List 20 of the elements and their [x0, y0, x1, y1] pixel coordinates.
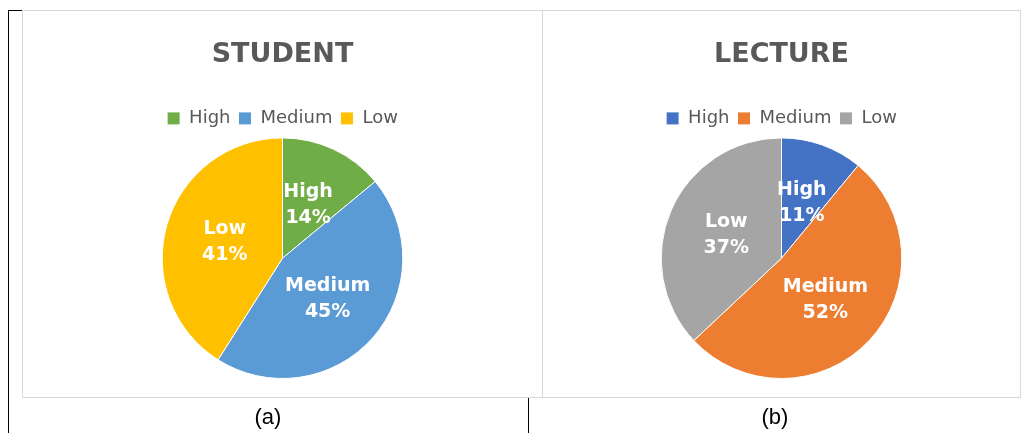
- data-label: 52%: [802, 300, 849, 323]
- chart-title: LECTURE: [713, 37, 850, 69]
- chart-title: STUDENT: [211, 37, 354, 69]
- legend-label: High: [688, 106, 730, 128]
- legend-label: Low: [362, 106, 398, 128]
- slice-label: Medium: [285, 272, 371, 295]
- slice-label: Low: [203, 216, 247, 239]
- legend-label: Medium: [759, 106, 832, 128]
- data-label: 45%: [304, 298, 351, 321]
- text: (a): [253, 404, 283, 430]
- legend-label: Low: [861, 106, 897, 128]
- data-label: 14%: [285, 204, 331, 227]
- data-label: 37%: [703, 235, 750, 258]
- slice-label: Low: [704, 209, 748, 232]
- text: (b): [760, 404, 790, 430]
- legend-label: Medium: [260, 106, 333, 128]
- legend-label: High: [189, 106, 231, 128]
- data-label: 41%: [202, 242, 248, 265]
- slice-label: High: [283, 178, 333, 201]
- slice-label: Medium: [782, 274, 868, 297]
